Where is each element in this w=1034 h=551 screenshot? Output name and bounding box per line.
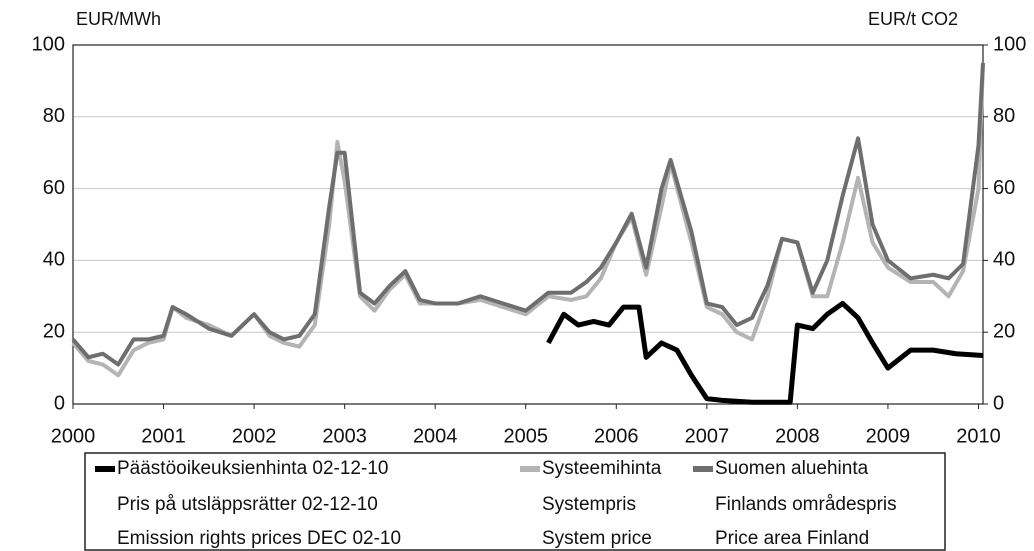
- y-tick-label: 0: [54, 392, 65, 414]
- legend-label: Price area Finland: [715, 528, 869, 549]
- legend-label: Pris på utsläppsrätter 02-12-10: [117, 494, 378, 515]
- legend-label: System price: [542, 528, 652, 549]
- y2-tick-label: 0: [993, 392, 1004, 414]
- x-tick-label: 2006: [594, 425, 639, 447]
- y-tick-label: 60: [43, 177, 65, 199]
- legend-label: Päästöoikeuksienhinta 02-12-10: [117, 458, 388, 479]
- x-tick-label: 2010: [956, 425, 1001, 447]
- x-tick-label: 2004: [413, 425, 458, 447]
- y2-tick-label: 60: [993, 177, 1015, 199]
- y-tick-label: 100: [32, 33, 65, 55]
- y2-tick-label: 20: [993, 320, 1015, 342]
- legend-swatch: [693, 466, 713, 472]
- series-line: [71, 62, 985, 367]
- legend-label: Finlands områdespris: [715, 494, 897, 515]
- x-tick-label: 2002: [232, 425, 277, 447]
- x-tick-label: 2009: [866, 425, 911, 447]
- y-tick-label: 20: [43, 320, 65, 342]
- legend-swatch: [95, 466, 115, 472]
- legend-label: Suomen aluehinta: [715, 458, 869, 479]
- y2-tick-label: 80: [993, 105, 1015, 127]
- y-axis-label: EUR/MWh: [76, 9, 161, 29]
- legend-label: Systeemihinta: [542, 458, 662, 479]
- y2-axis-label: EUR/t CO2: [868, 9, 958, 29]
- x-tick-label: 2007: [685, 425, 730, 447]
- legend-label: Emission rights prices DEC 02-10: [117, 528, 401, 549]
- plot-border: [72, 44, 984, 405]
- x-tick-label: 2001: [141, 425, 186, 447]
- x-tick-label: 2003: [322, 425, 367, 447]
- y2-tick-label: 100: [993, 33, 1026, 55]
- y-tick-label: 40: [43, 249, 65, 271]
- x-tick-label: 2005: [503, 425, 548, 447]
- legend-box: [84, 452, 946, 551]
- y-tick-label: 80: [43, 105, 65, 127]
- series-line: [546, 300, 984, 405]
- y2-tick-label: 40: [993, 249, 1015, 271]
- legend-label: Systempris: [542, 494, 636, 515]
- x-tick-label: 2000: [51, 425, 96, 447]
- legend-swatch: [520, 466, 540, 472]
- x-tick-label: 2008: [775, 425, 820, 447]
